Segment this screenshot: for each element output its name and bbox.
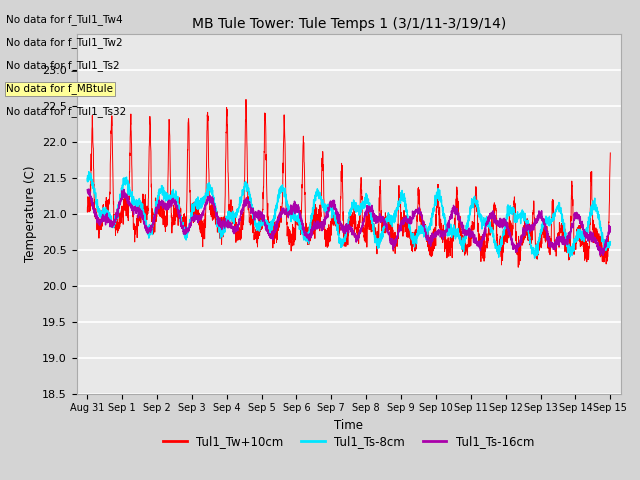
Text: No data for f_Tul1_Tw4: No data for f_Tul1_Tw4 <box>6 14 123 25</box>
Title: MB Tule Tower: Tule Temps 1 (3/1/11-3/19/14): MB Tule Tower: Tule Temps 1 (3/1/11-3/19… <box>191 17 506 31</box>
Legend: Tul1_Tw+10cm, Tul1_Ts-8cm, Tul1_Ts-16cm: Tul1_Tw+10cm, Tul1_Ts-8cm, Tul1_Ts-16cm <box>159 430 539 453</box>
X-axis label: Time: Time <box>334 419 364 432</box>
Text: No data for f_Tul1_Ts32: No data for f_Tul1_Ts32 <box>6 107 127 118</box>
Text: No data for f_Tul1_Ts2: No data for f_Tul1_Ts2 <box>6 60 120 72</box>
Text: No data for f_Tul1_Tw2: No data for f_Tul1_Tw2 <box>6 37 123 48</box>
Text: No data for f_MBtule: No data for f_MBtule <box>6 84 113 95</box>
Y-axis label: Temperature (C): Temperature (C) <box>24 165 36 262</box>
Text: No data for f_MBtule: No data for f_MBtule <box>6 84 113 95</box>
